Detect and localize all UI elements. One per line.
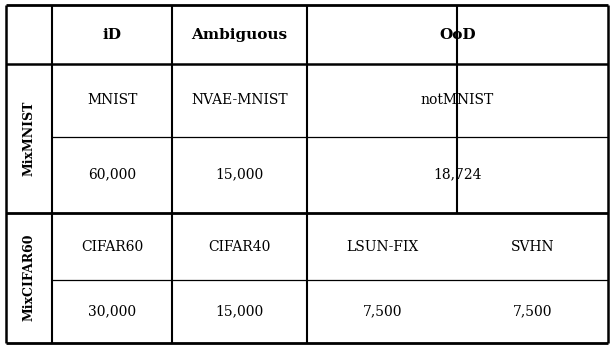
Text: LSUN-FIX: LSUN-FIX <box>346 239 418 254</box>
Text: 15,000: 15,000 <box>216 168 263 182</box>
Text: 30,000: 30,000 <box>88 304 136 318</box>
Text: 60,000: 60,000 <box>88 168 136 182</box>
Text: notMNIST: notMNIST <box>421 93 494 107</box>
Text: 18,724: 18,724 <box>433 168 481 182</box>
Text: MNIST: MNIST <box>87 93 138 107</box>
Text: MixCIFAR60: MixCIFAR60 <box>23 234 36 321</box>
Text: 7,500: 7,500 <box>513 304 553 318</box>
Text: Ambiguous: Ambiguous <box>192 28 287 42</box>
Text: SVHN: SVHN <box>511 239 554 254</box>
Text: iD: iD <box>103 28 122 42</box>
Text: 15,000: 15,000 <box>216 304 263 318</box>
Text: MixMNIST: MixMNIST <box>23 101 36 176</box>
Text: 7,500: 7,500 <box>362 304 402 318</box>
Text: NVAE-MNIST: NVAE-MNIST <box>191 93 288 107</box>
Text: CIFAR40: CIFAR40 <box>208 239 271 254</box>
Text: CIFAR60: CIFAR60 <box>81 239 143 254</box>
Text: OoD: OoD <box>439 28 476 42</box>
